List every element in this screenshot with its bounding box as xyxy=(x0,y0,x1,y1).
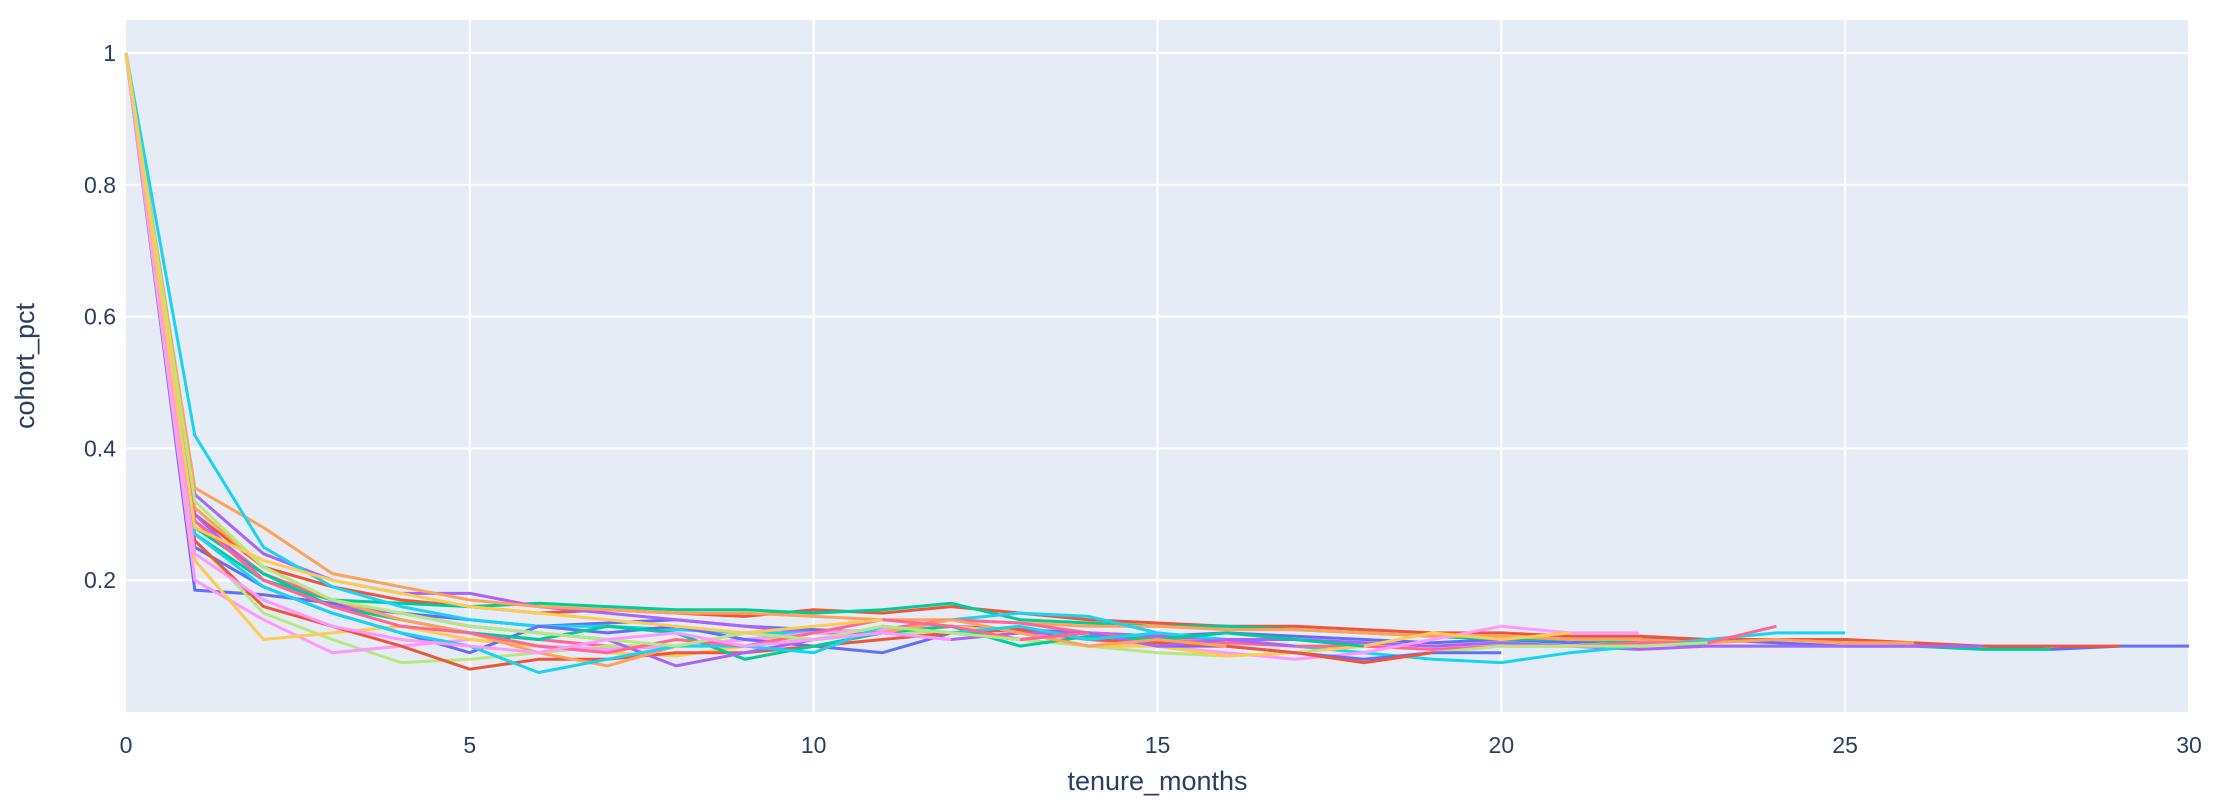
series-line-9[interactable] xyxy=(124,52,1639,661)
series-line-16[interactable] xyxy=(124,52,1158,674)
y-tick-label: 0.2 xyxy=(84,567,116,593)
x-tick-label: 20 xyxy=(1489,732,1515,758)
y-tick-label: 0.6 xyxy=(84,304,116,330)
series-line-6[interactable] xyxy=(124,52,1846,665)
series-line-19[interactable] xyxy=(124,52,952,655)
x-tick-label: 5 xyxy=(463,732,476,758)
x-tick-label: 30 xyxy=(2176,732,2202,758)
series-line-17[interactable] xyxy=(124,52,1089,655)
x-tick-label: 0 xyxy=(120,732,133,758)
x-tick-label: 15 xyxy=(1145,732,1171,758)
series-line-18[interactable] xyxy=(124,52,1021,648)
series-line-20[interactable] xyxy=(124,52,883,635)
y-tick-label: 0.4 xyxy=(84,435,116,461)
y-tick-label: 0.8 xyxy=(84,172,116,198)
y-tick-label: 1 xyxy=(103,40,116,66)
x-axis-title: tenure_months xyxy=(1067,766,1247,796)
x-tick-label: 10 xyxy=(801,732,827,758)
series-lines xyxy=(124,52,2189,674)
x-tick-label: 25 xyxy=(1832,732,1858,758)
grid-lines xyxy=(126,20,2190,712)
tick-labels: 0 5 10 15 20 25 30 0.2 0.4 0.6 0.8 1 xyxy=(84,40,2202,758)
y-axis-title: cohort_pct xyxy=(10,302,40,429)
